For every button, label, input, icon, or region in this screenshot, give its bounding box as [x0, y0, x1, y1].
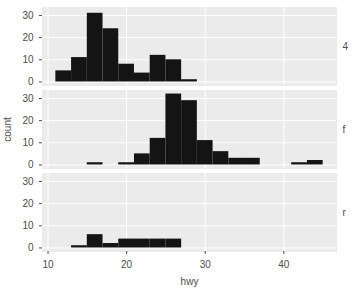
svg-text:40: 40 [278, 259, 290, 270]
svg-text:0: 0 [28, 242, 34, 253]
svg-text:4: 4 [343, 41, 349, 52]
svg-text:20: 20 [22, 198, 34, 209]
svg-text:r: r [343, 207, 347, 218]
svg-text:count: count [2, 117, 13, 142]
svg-text:0: 0 [28, 159, 34, 170]
svg-text:10: 10 [42, 259, 54, 270]
svg-text:hwy: hwy [181, 276, 199, 287]
svg-text:30: 30 [22, 10, 34, 21]
svg-text:10: 10 [22, 220, 34, 231]
svg-text:20: 20 [22, 32, 34, 43]
svg-text:f: f [343, 124, 346, 135]
svg-text:30: 30 [22, 93, 34, 104]
svg-text:30: 30 [22, 176, 34, 187]
svg-text:30: 30 [200, 259, 212, 270]
svg-text:20: 20 [121, 259, 133, 270]
svg-text:10: 10 [22, 137, 34, 148]
svg-text:0: 0 [28, 76, 34, 87]
svg-text:20: 20 [22, 115, 34, 126]
svg-text:10: 10 [22, 54, 34, 65]
